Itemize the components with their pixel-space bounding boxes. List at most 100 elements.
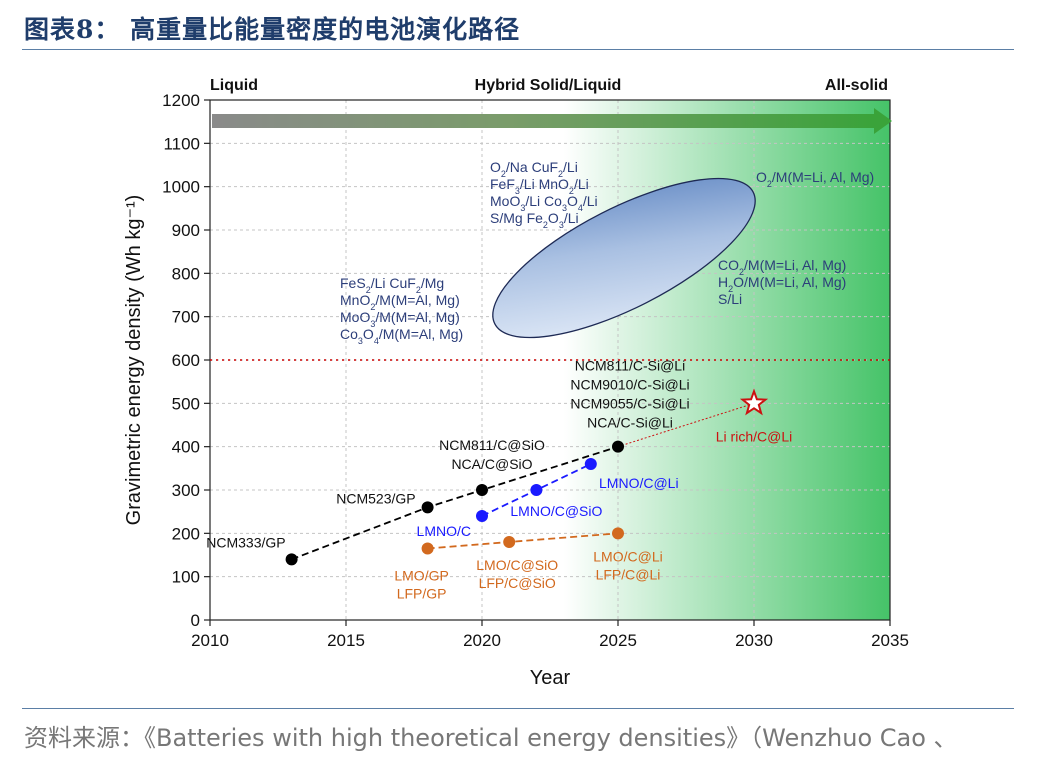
point-label: LMNO/C@SiO (510, 503, 602, 519)
y-tick-label: 900 (172, 221, 200, 240)
annotation-text: /M(M=Li, Al, Mg) (772, 169, 874, 185)
annotation-line: O2/M(M=Li, Al, Mg) (756, 169, 874, 189)
point-label-line: LMNO/C@SiO (510, 503, 602, 519)
data-point-orange (503, 536, 516, 548)
energy-density-chart: 0 100 200 300 400 500 600 700 800 900 1000 1100 1200… (123, 77, 909, 689)
target-star-marker (739, 388, 769, 416)
source-divider (22, 708, 1014, 709)
point-label-line: LMNO/C (417, 523, 471, 539)
x-tick-label: 2015 (327, 631, 365, 650)
point-label-line: LMO/C@SiO (476, 557, 558, 573)
point-label-line: LFP/C@Li (596, 566, 661, 582)
annotation-subscript: 3 (358, 336, 363, 346)
data-series (285, 388, 769, 566)
era-hybrid: Hybrid Solid/Liquid (475, 77, 622, 94)
target-label: Li rich/C@Li (716, 428, 792, 444)
source-body: 《Batteries with high theoretical energy … (144, 724, 958, 752)
era-all-solid: All-solid (825, 77, 888, 94)
annotation-line: S/Mg Fe2O3/Li (490, 210, 579, 230)
data-point-black (612, 440, 624, 453)
annotation-line: FeS2/Li CuF2/Mg (340, 275, 444, 295)
y-tick-label: 500 (172, 394, 200, 413)
source-note: 资料来源：《Batteries with high theoretical en… (24, 718, 958, 753)
annotation-text: /M(M=Al, Mg) (375, 309, 459, 325)
y-tick-label: 100 (172, 568, 200, 587)
grid-lines (210, 100, 890, 620)
point-label-line: NCM333/GP (206, 534, 285, 550)
annotation-subscript: 2 (366, 285, 371, 295)
axes: 0 100 200 300 400 500 600 700 800 900 1000 1100 1200… (162, 91, 909, 650)
annotation-line: O2/Na CuF2/Li (490, 159, 578, 179)
annotation-subscript: 3 (559, 220, 564, 230)
annotation-line: MoO3/M(M=Al, Mg) (340, 309, 460, 329)
annotation-text: /Li Co (525, 193, 562, 209)
annotation-text: /Li (574, 176, 589, 192)
era-liquid: Liquid (210, 77, 258, 94)
point-label-line: LMO/C@Li (593, 548, 662, 564)
annotation-text: H (718, 274, 728, 290)
annotation-text: /Mg (421, 275, 444, 291)
annotation-text: CO (718, 257, 739, 273)
data-point-orange (612, 527, 624, 540)
annotation-text: /Na CuF (506, 159, 558, 175)
annotation-text: MnO (340, 292, 370, 308)
annotation-subscript: 2 (728, 284, 733, 294)
annotation-subscript: 2 (501, 169, 506, 179)
annotation-text: S/Li (718, 291, 742, 307)
x-tick-label: 2030 (735, 631, 773, 650)
annotation-subscript: 2 (569, 186, 574, 196)
x-tick-label: 2035 (871, 631, 909, 650)
x-tick-label: 2025 (599, 631, 637, 650)
annotation-text: /Li (583, 193, 598, 209)
annotation-text: /Li (564, 210, 579, 226)
data-point-black (285, 553, 298, 566)
annotation-line: FeF3/Li MnO2/Li (490, 176, 589, 196)
x-tick-label: 2010 (191, 631, 229, 650)
point-label-line: LFP/C@SiO (479, 575, 556, 591)
y-tick-label: 0 (191, 611, 200, 630)
y-tick-label: 400 (172, 438, 200, 457)
figure-title: 图表8： 高重量比能量密度的电池演化路径 (24, 15, 521, 44)
annotation-subscript: 2 (739, 267, 744, 277)
annotation-text: O (548, 210, 559, 226)
annotation-line: CO2/M(M=Li, Al, Mg) (718, 257, 846, 277)
point-label-line: LMNO/C@Li (599, 475, 679, 491)
annotation-subscript: 3 (520, 203, 525, 213)
annotation-line: Co3O4/M(M=Al, Mg) (340, 326, 463, 346)
point-label-line: NCM811/C-Si@Li (575, 358, 685, 374)
point-label-line: NCM9010/C-Si@Li (570, 377, 689, 393)
annotation-subscript: 2 (416, 285, 421, 295)
annotation-subscript: 2 (767, 179, 772, 189)
point-label-line: NCM811/C@SiO (439, 437, 545, 453)
y-tick-label: 200 (172, 524, 200, 543)
point-label: NCM523/GP (336, 490, 415, 506)
annotation-text: /Li CuF (371, 275, 416, 291)
point-label-line: NCA/C@SiO (451, 456, 532, 472)
annotation-subscript: 3 (370, 319, 375, 329)
x-axis-label: Year (530, 667, 571, 689)
annotation-line: S/Li (718, 291, 742, 307)
point-label: NCM333/GP (206, 534, 285, 550)
data-point-orange (421, 542, 434, 555)
annotation-text: FeS (340, 275, 366, 291)
point-label: LMNO/C (417, 523, 471, 539)
annotation-text: O (363, 326, 374, 342)
y-tick-label: 600 (172, 351, 200, 370)
annotation-text: O (756, 169, 767, 185)
annotation-subscript: 3 (562, 203, 567, 213)
source-prefix: 资料来源： (24, 724, 144, 752)
annotation-right-top: O2/M(M=Li, Al, Mg) (756, 169, 874, 189)
point-label: LMO/C@Li LFP/C@Li (593, 548, 662, 582)
future-chemistry-ellipse (492, 177, 756, 339)
point-label: LMO/C@SiO LFP/C@SiO (476, 557, 558, 591)
y-tick-label: 1200 (162, 91, 200, 110)
point-label-line: NCM523/GP (336, 490, 415, 506)
annotation-text: Co (340, 326, 358, 342)
era-arrow (212, 108, 892, 134)
annotation-subscript: 2 (558, 169, 563, 179)
point-label: LMNO/C@Li (599, 475, 679, 491)
point-label: NCM811/C@SiO NCA/C@SiO (439, 437, 545, 472)
point-label-line: LFP/GP (397, 586, 447, 602)
